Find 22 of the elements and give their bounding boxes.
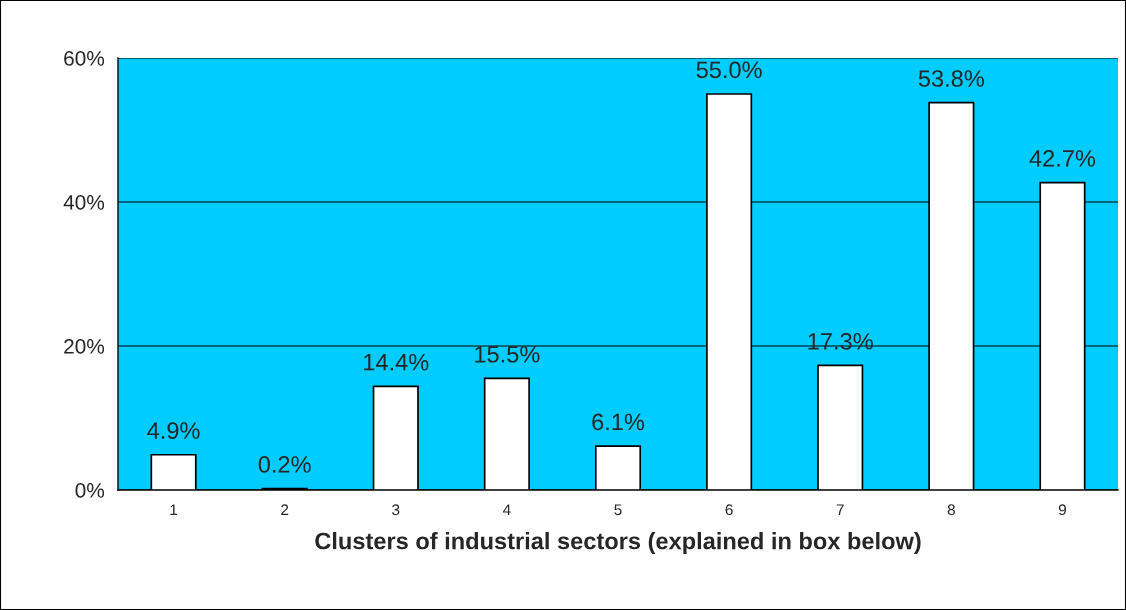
- data-label: 6.1%: [592, 413, 645, 431]
- x-tick-label: 9: [1058, 504, 1066, 516]
- y-tick-label: 40%: [63, 195, 105, 210]
- data-label: 4.9%: [147, 422, 200, 439]
- y-tick-label: 0%: [75, 483, 105, 498]
- x-axis-title: Clusters of industrial sectors (explained in box below): [315, 532, 921, 555]
- x-tick-label: 6: [725, 504, 733, 516]
- x-tick-label: 1: [170, 504, 178, 515]
- data-label: 42.7%: [1029, 150, 1096, 167]
- x-tick-label: 4: [502, 504, 511, 515]
- y-tick-label: 20%: [64, 339, 105, 354]
- data-label: 15.5%: [475, 346, 540, 363]
- x-tick-label: 3: [392, 504, 400, 516]
- x-tick-label: 2: [281, 504, 289, 515]
- x-tick-label: 5: [614, 504, 622, 516]
- data-label: 53.8%: [918, 70, 984, 87]
- data-label: 0.2%: [258, 456, 311, 473]
- data-label: 14.4%: [364, 353, 429, 371]
- x-tick-label: 8: [947, 504, 955, 516]
- y-tick-label: 60%: [64, 51, 105, 66]
- data-label: 55.0%: [696, 61, 762, 79]
- x-tick-label: 7: [836, 504, 844, 515]
